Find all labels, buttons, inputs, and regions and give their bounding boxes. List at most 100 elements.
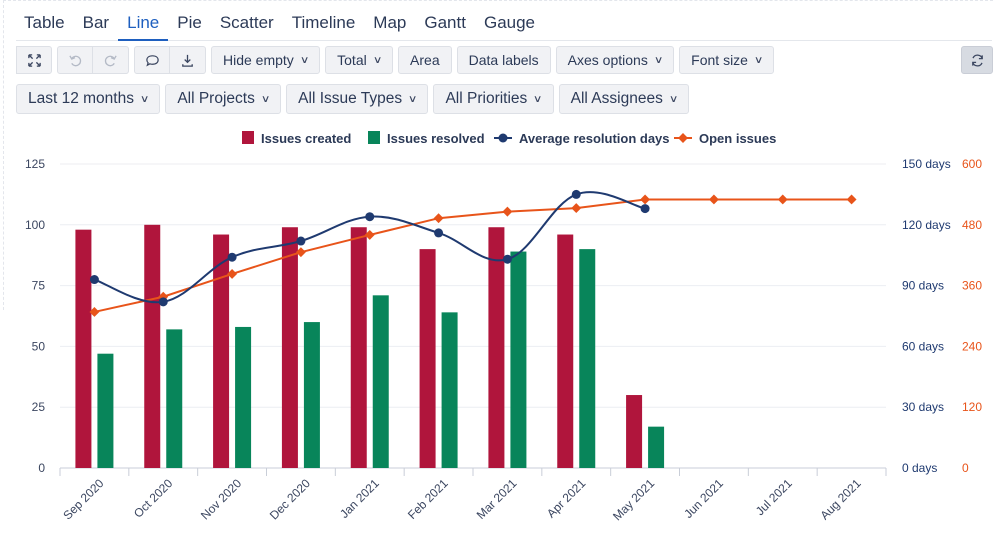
point-average-resolution-days bbox=[434, 228, 444, 238]
filter-bar: Last 12 months ∨ All Projects ∨ All Issue Ty… bbox=[16, 84, 694, 114]
y-left-tick-label: 25 bbox=[32, 400, 46, 414]
tab-gauge[interactable]: Gauge bbox=[483, 13, 536, 32]
x-tick-label: Nov 2020 bbox=[198, 476, 244, 522]
bar-issues-resolved bbox=[303, 322, 320, 468]
legend-swatch bbox=[368, 131, 380, 144]
tab-timeline[interactable]: Timeline bbox=[291, 13, 356, 32]
filter-label: All Priorities bbox=[445, 90, 528, 107]
chevron-down-icon: ∨ bbox=[372, 54, 383, 66]
y-left-tick-label: 50 bbox=[32, 339, 46, 353]
tab-table[interactable]: Table bbox=[24, 13, 65, 32]
y-right-days-tick-label: 90 days bbox=[902, 279, 944, 293]
x-tick-label: Jan 2021 bbox=[337, 476, 382, 521]
x-tick-label: Feb 2021 bbox=[405, 476, 451, 522]
x-tick-label: Sep 2020 bbox=[60, 476, 106, 522]
legend-item-open-issues[interactable]: Open issues bbox=[699, 131, 776, 146]
filter-last-12-months[interactable]: Last 12 months ∨ bbox=[16, 84, 161, 114]
undo-button[interactable] bbox=[57, 46, 93, 74]
y-right-open-tick-label: 0 bbox=[962, 461, 969, 475]
share-button-group bbox=[134, 46, 206, 74]
y-right-open-tick-label: 360 bbox=[962, 279, 982, 293]
total-label: Total bbox=[337, 52, 367, 68]
undo-icon bbox=[68, 54, 81, 66]
data-labels-label: Data labels bbox=[468, 52, 539, 68]
chart-toolbar: Hide empty ∨ Total ∨ Area Data labels Axes opt… bbox=[16, 46, 779, 74]
bar-issues-resolved bbox=[97, 353, 114, 468]
chart-type-tabs: Table Bar Line Pie Scatter Timeline Map Gantt Ga… bbox=[16, 0, 992, 41]
chevron-down-icon: ∨ bbox=[653, 54, 664, 66]
point-average-resolution-days bbox=[158, 297, 168, 307]
filter-all-assignees[interactable]: All Assignees ∨ bbox=[558, 84, 690, 114]
refresh-icon bbox=[971, 54, 983, 66]
filter-all-issue-types[interactable]: All Issue Types ∨ bbox=[286, 84, 429, 114]
total-button[interactable]: Total ∨ bbox=[325, 46, 394, 74]
y-right-days-tick-label: 120 days bbox=[902, 218, 951, 232]
point-average-resolution-days bbox=[365, 212, 375, 222]
legend-item-average-resolution-days[interactable]: Average resolution days bbox=[519, 131, 670, 146]
tab-bar[interactable]: Bar bbox=[82, 13, 110, 32]
x-tick-label: Jul 2021 bbox=[753, 476, 795, 518]
y-left-tick-label: 125 bbox=[25, 157, 45, 171]
refresh-button[interactable] bbox=[961, 46, 993, 74]
point-average-resolution-days bbox=[227, 252, 237, 262]
chevron-down-icon: ∨ bbox=[299, 54, 310, 66]
point-average-resolution-days bbox=[296, 236, 306, 246]
point-open-issues bbox=[777, 194, 788, 205]
chevron-down-icon: ∨ bbox=[668, 93, 679, 105]
bar-issues-resolved bbox=[441, 312, 458, 468]
legend-item-issues-resolved[interactable]: Issues resolved bbox=[387, 131, 485, 146]
x-tick-label: Aug 2021 bbox=[817, 476, 863, 522]
bar-issues-created bbox=[557, 234, 574, 468]
line-open-issues bbox=[94, 198, 852, 313]
x-tick-label: Oct 2020 bbox=[131, 476, 176, 521]
bar-issues-created bbox=[419, 249, 436, 468]
bar-issues-created bbox=[626, 395, 643, 468]
filter-all-projects[interactable]: All Projects ∨ bbox=[165, 84, 282, 114]
axes-options-button[interactable]: Axes options ∨ bbox=[555, 46, 675, 74]
hide-empty-button[interactable]: Hide empty ∨ bbox=[211, 46, 321, 74]
bar-issues-created bbox=[350, 227, 367, 468]
expand-icon bbox=[27, 53, 41, 67]
y-right-open-tick-label: 120 bbox=[962, 400, 982, 414]
tab-pie[interactable]: Pie bbox=[177, 13, 202, 32]
bar-issues-created bbox=[75, 229, 92, 468]
comment-button[interactable] bbox=[134, 46, 170, 74]
y-right-open-tick-label: 480 bbox=[962, 218, 982, 232]
legend-swatch bbox=[242, 131, 254, 144]
bar-issues-created bbox=[144, 224, 161, 468]
chevron-down-icon: ∨ bbox=[139, 93, 150, 105]
filter-all-priorities[interactable]: All Priorities ∨ bbox=[433, 84, 554, 114]
legend-item-issues-created[interactable]: Issues created bbox=[261, 131, 351, 146]
bar-issues-created bbox=[281, 227, 298, 468]
redo-button[interactable] bbox=[93, 46, 129, 74]
download-button[interactable] bbox=[170, 46, 206, 74]
point-open-issues bbox=[846, 194, 857, 205]
area-label: Area bbox=[410, 52, 440, 68]
tab-scatter[interactable]: Scatter bbox=[219, 13, 274, 32]
x-tick-label: Dec 2020 bbox=[267, 476, 313, 522]
y-left-tick-label: 100 bbox=[25, 218, 45, 232]
tab-gantt[interactable]: Gantt bbox=[424, 13, 466, 32]
x-tick-label: Apr 2021 bbox=[544, 476, 589, 521]
font-size-button[interactable]: Font size ∨ bbox=[679, 46, 775, 74]
y-left-tick-label: 0 bbox=[38, 461, 45, 475]
point-open-issues bbox=[364, 229, 375, 240]
tab-line[interactable]: Line bbox=[118, 0, 169, 41]
chevron-down-icon: ∨ bbox=[260, 93, 271, 105]
data-labels-button[interactable]: Data labels bbox=[456, 46, 551, 74]
hide-empty-label: Hide empty bbox=[223, 52, 294, 68]
point-open-issues bbox=[640, 194, 651, 205]
point-average-resolution-days bbox=[89, 275, 99, 285]
filter-label: All Assignees bbox=[570, 90, 663, 107]
point-open-issues bbox=[295, 247, 306, 258]
filter-label: All Projects bbox=[177, 90, 255, 107]
expand-button[interactable] bbox=[16, 46, 52, 74]
download-icon bbox=[182, 54, 193, 67]
point-open-issues bbox=[433, 213, 444, 224]
area-button[interactable]: Area bbox=[398, 46, 452, 74]
x-tick-label: Jun 2021 bbox=[681, 476, 726, 521]
x-tick-label: May 2021 bbox=[610, 476, 657, 523]
y-right-days-tick-label: 150 days bbox=[902, 157, 951, 171]
axes-options-label: Axes options bbox=[567, 52, 648, 68]
tab-map[interactable]: Map bbox=[373, 13, 407, 32]
